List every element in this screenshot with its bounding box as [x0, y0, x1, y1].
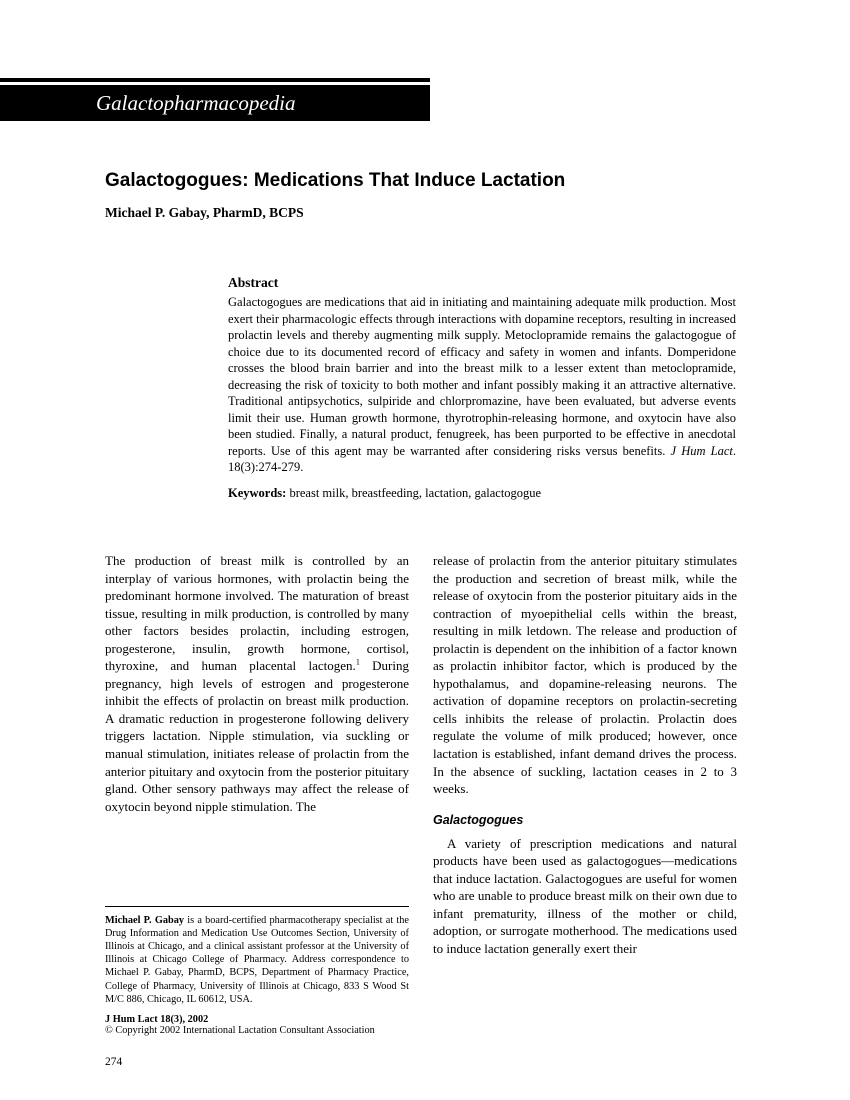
- footnote-block: Michael P. Gabay is a board-certified ph…: [105, 906, 409, 1036]
- abstract-block: Abstract Galactogogues are medications t…: [228, 275, 736, 501]
- journal-citation: J Hum Lact 18(3), 2002: [105, 1014, 409, 1025]
- body-paragraph-2: release of prolactin from the anterior p…: [433, 552, 737, 798]
- abstract-citation: J Hum Lact: [671, 444, 733, 458]
- column-right: release of prolactin from the anterior p…: [433, 552, 737, 957]
- author-bio: Michael P. Gabay is a board-certified ph…: [105, 914, 409, 1006]
- keywords-label: Keywords:: [228, 486, 286, 500]
- copyright-line: © Copyright 2002 International Lactation…: [105, 1025, 409, 1036]
- column-left: The production of breast milk is control…: [105, 552, 409, 957]
- body-columns: The production of breast milk is control…: [105, 552, 737, 957]
- banner-top-rule: [0, 78, 430, 82]
- article-title: Galactogogues: Medications That Induce L…: [105, 170, 565, 192]
- abstract-heading: Abstract: [228, 275, 736, 291]
- section-banner: Galactopharmacopedia: [0, 78, 430, 121]
- keywords-text: breast milk, breastfeeding, lactation, g…: [286, 486, 541, 500]
- body-paragraph-1: The production of breast milk is control…: [105, 552, 409, 815]
- page-number: 274: [105, 1056, 122, 1068]
- abstract-body: Galactogogues are medications that aid i…: [228, 295, 736, 458]
- body-text-1a: The production of breast milk is control…: [105, 553, 409, 673]
- author-bio-name: Michael P. Gabay: [105, 915, 184, 926]
- body-paragraph-3: A variety of prescription medications an…: [433, 835, 737, 958]
- abstract-text: Galactogogues are medications that aid i…: [228, 294, 736, 476]
- banner-label: Galactopharmacopedia: [0, 85, 430, 121]
- author-bio-text: is a board-certified pharmacotherapy spe…: [105, 915, 409, 1005]
- footnote-rule: [105, 906, 409, 907]
- article-author: Michael P. Gabay, PharmD, BCPS: [105, 205, 304, 221]
- body-text-1b: During pregnancy, high levels of estroge…: [105, 658, 409, 813]
- section-heading-galactogogues: Galactogogues: [433, 812, 737, 829]
- keywords-line: Keywords: breast milk, breastfeeding, la…: [228, 486, 736, 501]
